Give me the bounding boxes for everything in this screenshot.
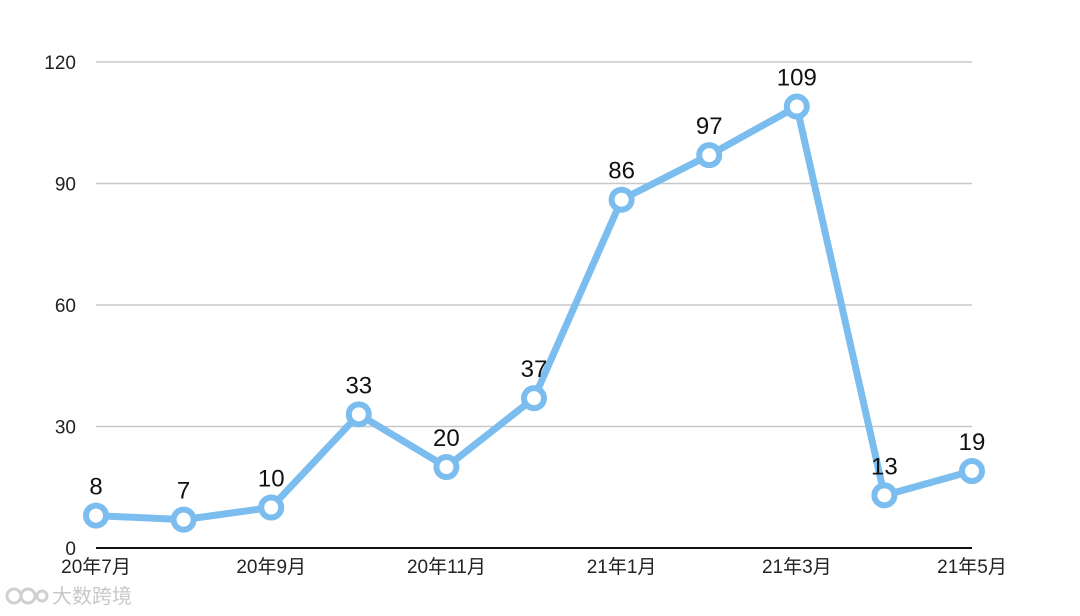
data-point — [696, 142, 723, 169]
data-label: 19 — [959, 429, 986, 456]
data-point — [170, 506, 197, 533]
data-label: 7 — [177, 478, 190, 505]
x-tick-label: 21年3月 — [762, 556, 832, 578]
data-point — [258, 494, 285, 521]
y-tick-label: 90 — [55, 175, 76, 196]
y-tick-label: 0 — [65, 539, 76, 560]
data-label: 33 — [345, 372, 372, 399]
y-tick-label: 120 — [44, 53, 76, 74]
x-tick-label: 20年11月 — [407, 556, 486, 578]
watermark: 大数跨境 — [5, 584, 132, 608]
x-tick-label: 21年5月 — [937, 556, 1007, 578]
data-label: 13 — [871, 453, 898, 480]
x-tick-label: 20年7月 — [61, 556, 131, 578]
x-tick-label: 20年9月 — [236, 556, 306, 578]
data-point — [521, 385, 547, 412]
gridlines — [96, 61, 972, 428]
data-label: 37 — [521, 356, 548, 383]
watermark-text: 大数跨境 — [52, 584, 132, 608]
series-line — [92, 103, 976, 524]
data-point — [871, 482, 898, 509]
data-label: 20 — [433, 425, 460, 452]
data-point — [608, 186, 635, 213]
logo-icon — [5, 587, 49, 605]
data-point — [433, 454, 460, 480]
data-point — [959, 458, 985, 485]
data-points — [83, 93, 985, 533]
data-label: 97 — [696, 113, 723, 140]
data-label: 86 — [608, 158, 635, 185]
y-tick-label: 60 — [55, 296, 76, 317]
data-point — [345, 401, 372, 428]
x-tick-label: 21年1月 — [587, 556, 657, 578]
data-point — [83, 502, 109, 529]
data-label: 10 — [258, 466, 285, 493]
x-axis-ticks: 20年7月 20年9月 20年11月 21年1月 21年3月 21年5月 — [61, 556, 1007, 578]
data-label: 8 — [89, 474, 102, 501]
y-axis-ticks: 0 30 60 90 120 — [44, 53, 76, 560]
y-tick-label: 30 — [55, 418, 76, 439]
data-labels: 8 7 10 33 20 37 86 97 109 13 19 — [89, 65, 985, 505]
data-point — [783, 93, 810, 120]
data-label: 109 — [777, 65, 817, 92]
